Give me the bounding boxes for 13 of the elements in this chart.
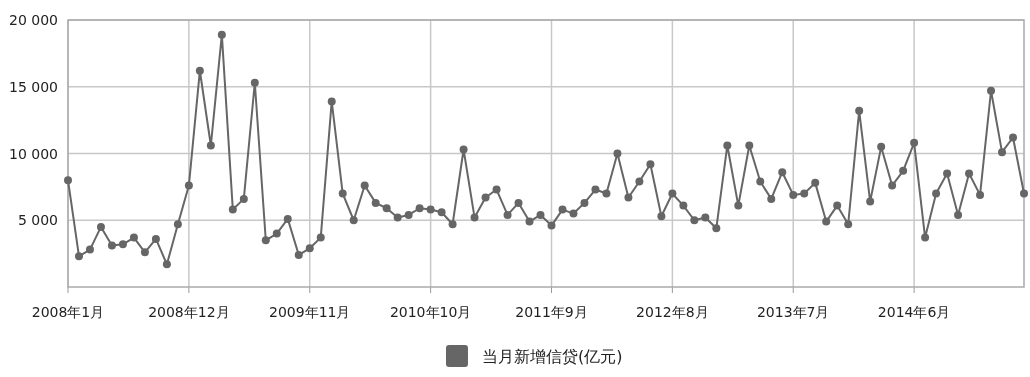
- x-tick-label: 2008年12月: [148, 304, 230, 320]
- x-tick-label: 2008年1月: [31, 304, 105, 320]
- x-tick-label: 2014年6月: [877, 304, 951, 320]
- x-tick-label: 2011年9月: [515, 304, 588, 320]
- y-tick-label: 15 000: [9, 78, 58, 95]
- x-tick-label: 2009年11月: [269, 304, 351, 320]
- y-tick-label: 5 000: [17, 212, 58, 229]
- x-tick-label: 2013年7月: [756, 304, 830, 320]
- y-tick-label: 10 000: [9, 145, 58, 162]
- y-tick-label: 20 000: [9, 12, 58, 28]
- x-tick-label: 2012年8月: [636, 304, 709, 320]
- x-tick-label: 2010年10月: [389, 304, 472, 320]
- legend-label: 当月新增信贷(亿元): [482, 347, 623, 366]
